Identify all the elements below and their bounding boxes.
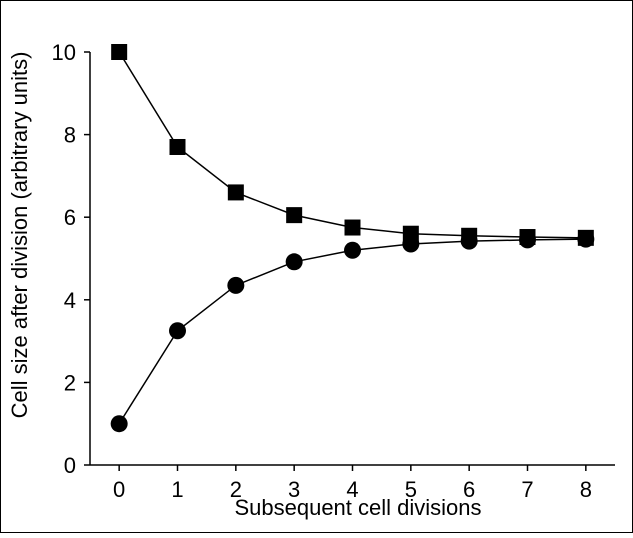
circle-point xyxy=(110,415,128,433)
x-tick-label: 1 xyxy=(171,477,183,502)
circle-point xyxy=(285,253,303,271)
series-square-line xyxy=(118,51,586,239)
y-axis-label: Cell size after division (arbitrary unit… xyxy=(7,52,32,419)
circle-point xyxy=(460,232,478,250)
x-tick-label: 3 xyxy=(288,477,300,502)
circle-point xyxy=(402,235,420,253)
y-axis-ticks: 0 2 4 6 8 10 xyxy=(52,40,90,478)
square-point xyxy=(286,207,303,224)
y-tick-label: 6 xyxy=(64,205,76,230)
series-circle-line xyxy=(118,238,586,425)
x-axis-label: Subsequent cell divisions xyxy=(234,495,481,520)
x-tick-label: 2 xyxy=(230,477,242,502)
square-point xyxy=(169,138,186,155)
square-point xyxy=(111,44,128,60)
square-point xyxy=(344,219,361,236)
x-tick-label: 5 xyxy=(405,477,417,502)
x-tick-label: 7 xyxy=(521,477,533,502)
y-tick-label: 2 xyxy=(64,370,76,395)
circle-point xyxy=(227,276,245,294)
circle-point xyxy=(577,230,595,248)
x-axis-ticks: 0 1 2 3 4 5 6 7 8 xyxy=(113,465,592,502)
x-tick-label: 8 xyxy=(580,477,592,502)
x-tick-label: 6 xyxy=(463,477,475,502)
y-tick-label: 0 xyxy=(64,453,76,478)
series-layer xyxy=(110,44,595,433)
circle-point xyxy=(519,231,536,249)
x-tick-label: 4 xyxy=(346,477,358,502)
y-tick-label: 4 xyxy=(64,288,76,313)
circle-point xyxy=(344,241,361,259)
y-tick-label: 8 xyxy=(64,123,76,148)
circle-point xyxy=(169,322,186,340)
x-tick-label: 0 xyxy=(113,477,125,502)
square-point xyxy=(227,184,244,201)
y-tick-label: 10 xyxy=(52,40,76,65)
